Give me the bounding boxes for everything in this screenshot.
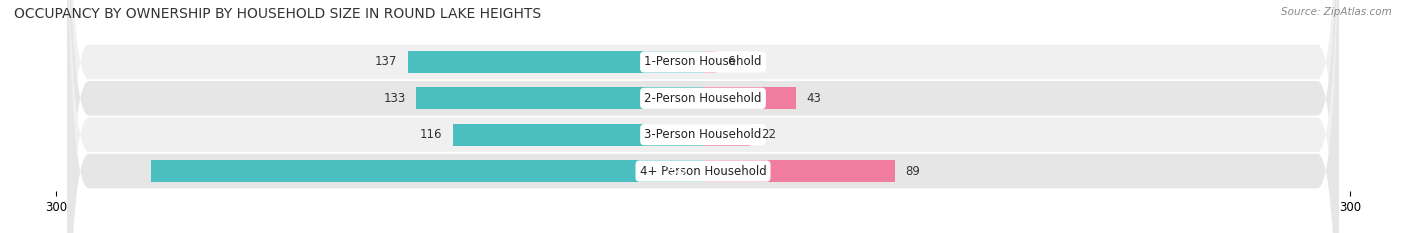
Text: 22: 22 (761, 128, 776, 141)
Text: OCCUPANCY BY OWNERSHIP BY HOUSEHOLD SIZE IN ROUND LAKE HEIGHTS: OCCUPANCY BY OWNERSHIP BY HOUSEHOLD SIZE… (14, 7, 541, 21)
Bar (408, 51, 703, 73)
Bar (703, 87, 796, 109)
FancyBboxPatch shape (67, 0, 1339, 233)
Text: 3-Person Household: 3-Person Household (644, 128, 762, 141)
Bar (453, 124, 703, 146)
Text: 6: 6 (727, 55, 734, 69)
Bar (703, 124, 751, 146)
Text: 256: 256 (664, 164, 686, 178)
Text: 89: 89 (905, 164, 921, 178)
Bar (703, 160, 894, 182)
Bar (150, 160, 703, 182)
Bar (703, 51, 716, 73)
Text: 137: 137 (374, 55, 396, 69)
Text: 116: 116 (419, 128, 441, 141)
FancyBboxPatch shape (67, 0, 1339, 233)
Bar (416, 87, 703, 109)
Text: 133: 133 (384, 92, 405, 105)
FancyBboxPatch shape (67, 0, 1339, 233)
Text: 2-Person Household: 2-Person Household (644, 92, 762, 105)
Text: 4+ Person Household: 4+ Person Household (640, 164, 766, 178)
Text: 43: 43 (807, 92, 821, 105)
Text: Source: ZipAtlas.com: Source: ZipAtlas.com (1281, 7, 1392, 17)
Text: 1-Person Household: 1-Person Household (644, 55, 762, 69)
FancyBboxPatch shape (67, 0, 1339, 233)
